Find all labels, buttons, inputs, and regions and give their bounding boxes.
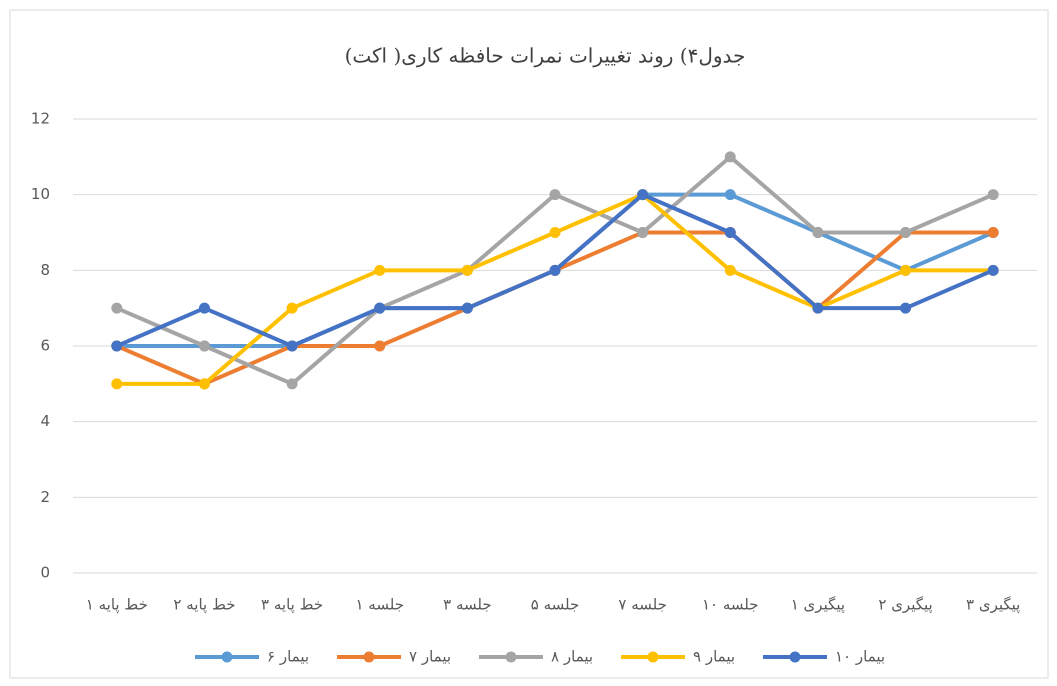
data-point (461, 302, 473, 314)
legend-label: بیمار ۷ (409, 648, 451, 666)
data-point (549, 264, 561, 276)
x-tick-label: جلسه ۱ (355, 596, 404, 614)
chart-title: جدول۴) روند تغییرات نمرات حافظه کاری( اک… (345, 44, 746, 68)
y-tick-label: 10 (31, 185, 50, 203)
data-point (987, 189, 999, 201)
y-tick-label: 6 (40, 337, 50, 355)
data-point (812, 227, 824, 238)
x-tick-label: خط پایه ۳ (261, 596, 323, 615)
x-tick-label: جلسه ۵ (531, 596, 580, 614)
data-point (724, 151, 736, 163)
data-point (374, 340, 386, 352)
data-point (374, 264, 386, 276)
x-tick-label: پیگیری ۲ (878, 596, 932, 615)
x-tick-label: جلسه ۷ (618, 596, 667, 614)
x-tick-label: پیگیری ۱ (791, 596, 845, 615)
data-point (724, 189, 736, 201)
data-point (111, 302, 123, 314)
data-point (987, 264, 999, 276)
data-point (637, 227, 649, 238)
x-tick-label: پیگیری ۳ (966, 596, 1020, 615)
data-point (724, 264, 736, 276)
y-tick-label: 8 (40, 261, 50, 279)
data-point (111, 340, 123, 352)
legend-marker (647, 651, 659, 663)
data-point (812, 302, 824, 314)
data-point (286, 378, 298, 390)
legend-label: بیمار ۹ (693, 648, 735, 666)
y-tick-label: 2 (40, 488, 50, 506)
data-point (549, 227, 561, 238)
x-tick-label: خط پایه ۱ (86, 596, 148, 615)
data-point (987, 227, 999, 238)
y-tick-label: 4 (40, 412, 50, 430)
data-point (549, 189, 561, 201)
data-point (198, 302, 210, 314)
data-point (111, 378, 123, 390)
data-point (637, 189, 649, 201)
x-tick-label: جلسه ۱۰ (702, 596, 759, 614)
legend-marker (221, 651, 233, 663)
data-point (286, 340, 298, 352)
legend-marker (789, 651, 801, 663)
data-point (198, 378, 210, 390)
data-point (900, 302, 912, 314)
x-tick-label: جلسه ۳ (443, 596, 492, 614)
x-tick-label: خط پایه ۲ (173, 596, 235, 615)
data-point (900, 227, 912, 238)
data-point (374, 302, 386, 314)
data-point (286, 302, 298, 314)
data-point (724, 227, 736, 238)
legend-marker (363, 651, 375, 663)
data-point (900, 264, 912, 276)
legend-label: بیمار ۱۰ (835, 648, 885, 666)
legend-marker (505, 651, 517, 663)
y-tick-label: 0 (40, 564, 50, 582)
legend-label: بیمار ۸ (551, 648, 593, 666)
data-point (198, 340, 210, 352)
data-point (461, 264, 473, 276)
legend-label: بیمار ۶ (267, 648, 309, 666)
y-tick-label: 12 (31, 110, 50, 128)
